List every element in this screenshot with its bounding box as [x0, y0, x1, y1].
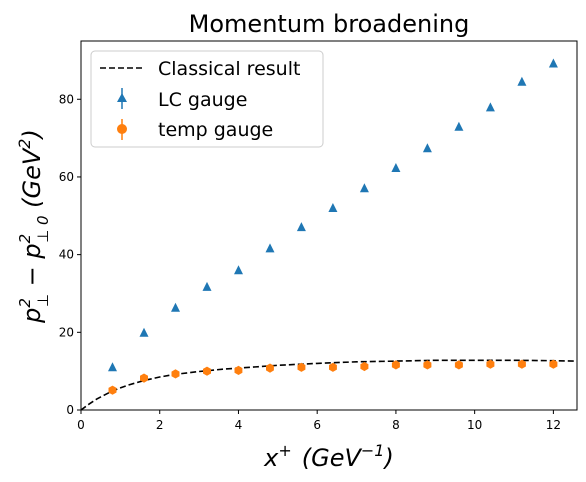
y-axis-label: p2⊥ − p2⊥ 0 (GeV2) — [15, 129, 52, 324]
x-tick-label: 12 — [546, 418, 561, 432]
y-tick-label: 40 — [59, 248, 74, 262]
y-label-p2-sub: ⊥ 0 — [34, 215, 52, 242]
y-label-p2: p — [18, 243, 46, 259]
x-axis-label: x+ (GeV−1) — [263, 441, 394, 472]
y-tick-label: 0 — [66, 403, 74, 417]
y-tick-label: 80 — [59, 92, 74, 106]
x-axis-ticks: 0 2 4 6 8 10 12 — [77, 410, 561, 432]
x-tick-label: 2 — [156, 418, 164, 432]
y-tick-label: 60 — [59, 170, 74, 184]
y-label-p1: p — [18, 308, 46, 324]
legend-label-lc-gauge: LC gauge — [158, 89, 247, 111]
legend-label-classical-result: Classical result — [158, 58, 300, 80]
x-label-unit-close: ) — [382, 444, 393, 472]
y-label-p2-sup: 2 — [16, 234, 34, 244]
x-tick-label: 4 — [235, 418, 243, 432]
y-label-p1-sub: ⊥ — [34, 294, 52, 307]
x-tick-label: 0 — [77, 418, 85, 432]
legend-label-temp-gauge: temp gauge — [158, 119, 273, 141]
x-label-sup: + — [278, 441, 291, 460]
y-label-p1-sup: 2 — [16, 298, 34, 308]
y-label-unit-close: ) — [18, 129, 46, 140]
y-label-minus: − — [18, 259, 46, 294]
x-tick-label: 6 — [313, 418, 321, 432]
legend-marker-temp-gauge — [117, 124, 127, 134]
x-tick-label: 8 — [392, 418, 400, 432]
y-tick-label: 20 — [59, 325, 74, 339]
x-label-unit-open: (GeV — [302, 444, 363, 472]
y-label-unit-sup: 2 — [15, 139, 34, 149]
chart-title: Momentum broadening — [189, 10, 470, 38]
x-label-unit-sup: −1 — [361, 441, 385, 460]
legend: Classical result LC gauge temp gauge — [91, 51, 323, 147]
x-label-main: x — [263, 444, 279, 472]
y-axis-ticks: 0 20 40 60 80 — [59, 92, 81, 417]
y-label-unit-open: (GeV — [18, 147, 46, 215]
x-tick-label: 10 — [467, 418, 482, 432]
